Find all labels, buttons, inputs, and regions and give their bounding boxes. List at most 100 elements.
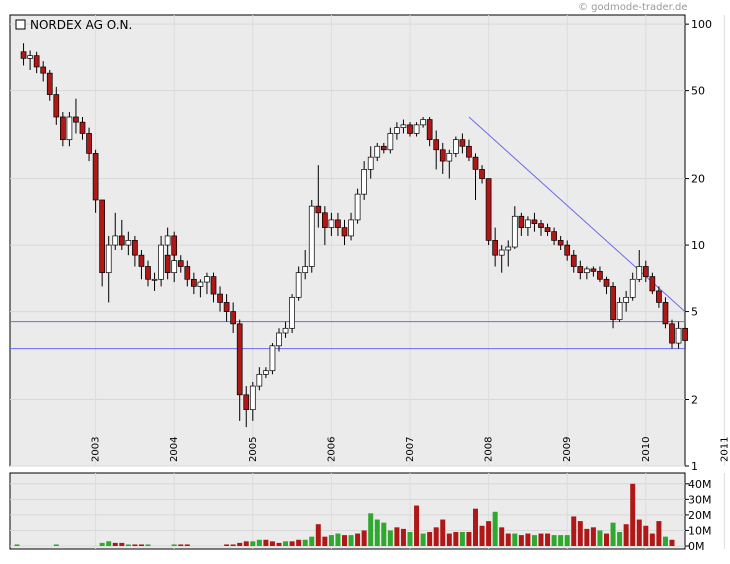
volume-bar [584, 528, 590, 546]
volume-bar [400, 528, 406, 546]
candle-body [413, 124, 420, 134]
y-tick-label: 20 [691, 173, 705, 186]
volume-bar [604, 533, 609, 546]
candle-body [53, 94, 60, 118]
candle-body [184, 266, 191, 280]
volume-bar [315, 524, 321, 546]
candle-body [551, 231, 557, 241]
candle-body [453, 139, 459, 154]
candle-body [485, 178, 492, 241]
volume-bar [512, 533, 518, 546]
volume-bar [374, 519, 380, 546]
y-tick-label: 50 [691, 85, 705, 98]
copyright-credit: © godmode-trader.de [578, 2, 688, 13]
volume-bar [571, 516, 577, 546]
candle-body [446, 153, 453, 162]
candle-body [308, 205, 315, 267]
price-plot-area [9, 14, 686, 467]
candle-body [46, 72, 53, 95]
volume-bar [518, 535, 524, 546]
candle-body [223, 302, 230, 312]
candle-body [662, 302, 669, 325]
candle-body [466, 145, 472, 158]
candle-body [230, 311, 236, 325]
volume-bar [538, 533, 544, 546]
volume-bar [53, 544, 59, 546]
candle-body [636, 266, 643, 280]
volume-bar [414, 505, 420, 546]
candle-body [282, 327, 289, 334]
candle-body [335, 219, 341, 228]
candle-body [570, 254, 577, 267]
candle-body [164, 254, 171, 274]
x-tick-label: 2005 [248, 437, 259, 462]
volume-bar [99, 542, 105, 546]
volume-bar [112, 542, 118, 546]
candle-body [492, 240, 498, 256]
candle-body [289, 296, 295, 329]
volume-bar [420, 533, 426, 546]
candle-body [118, 235, 125, 246]
volume-bar [545, 533, 551, 546]
candle-body [583, 268, 590, 274]
candle-body [439, 149, 446, 162]
volume-bar [224, 544, 230, 546]
y-tick-label: 5 [691, 306, 698, 319]
candle-body [459, 139, 466, 147]
candle-body [151, 278, 158, 281]
candle-body [138, 254, 145, 267]
candle-body [642, 266, 649, 277]
candle-body [217, 293, 223, 303]
candle-body [525, 219, 531, 228]
candle-body [577, 266, 584, 274]
volume-bar [656, 521, 662, 546]
volume-bar [250, 541, 256, 546]
candle-body [557, 240, 564, 246]
candle-body [341, 227, 348, 237]
volume-bar [184, 544, 190, 546]
candle-body [204, 276, 210, 283]
volume-bar [256, 539, 262, 546]
candle-body [99, 199, 106, 274]
candle-body [73, 116, 79, 123]
candle-body [171, 260, 178, 274]
y-tick-label: 10 [691, 239, 705, 252]
x-tick-label: 2003 [91, 437, 102, 462]
candle-body [610, 286, 616, 320]
volume-bar [348, 535, 354, 546]
volume-bar [433, 527, 439, 546]
volume-bar [486, 521, 492, 546]
volume-bar [453, 532, 459, 546]
candle-body [328, 219, 335, 228]
candle-body [177, 260, 184, 267]
title-marker [15, 19, 26, 30]
volume-bar [577, 521, 583, 546]
volume-bar [276, 542, 282, 546]
candle-body [158, 244, 164, 280]
volume-bar [499, 527, 505, 546]
candle-body [656, 290, 662, 303]
candle-body [675, 327, 682, 344]
candle-body [112, 235, 119, 246]
candle-body [367, 156, 374, 170]
candle-body [505, 246, 512, 251]
candle-body [243, 394, 250, 410]
x-tick-label: 2007 [405, 437, 416, 462]
candle-body [649, 276, 656, 292]
candle-body [380, 145, 387, 151]
volume-bar [551, 535, 557, 546]
volume-bar [649, 533, 655, 546]
volume-bar [322, 536, 328, 546]
volume-bar [335, 533, 341, 546]
volume-bar [564, 535, 570, 546]
candle-body [33, 55, 40, 68]
volume-tick-label: 20M [688, 509, 712, 522]
volume-bar [446, 533, 452, 546]
volume-bar [243, 541, 249, 546]
x-tick-label: 2010 [641, 437, 652, 462]
volume-bar [525, 533, 531, 546]
candle-body [623, 296, 630, 303]
candle-body [629, 278, 636, 298]
